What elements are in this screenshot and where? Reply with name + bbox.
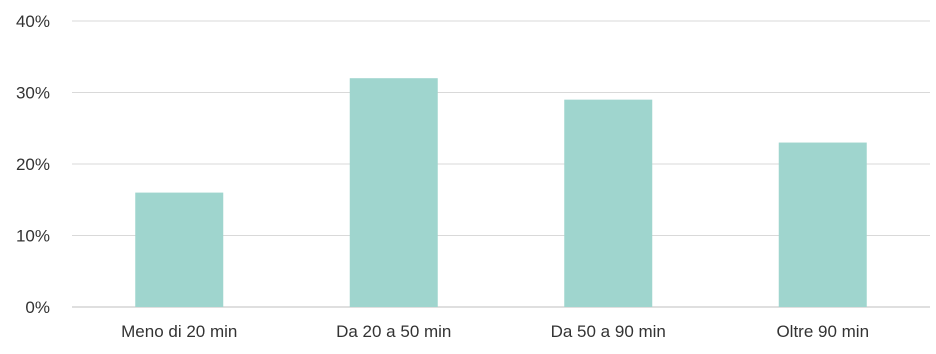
y-axis-ticks: 0% 10% 20% 30% 40% [16,12,50,317]
bar [778,142,867,307]
y-tick-label: 0% [25,298,50,317]
x-category-label: Da 50 a 90 min [551,322,666,341]
x-category-label: Meno di 20 min [121,322,237,341]
bars [135,78,867,308]
bar [135,192,224,307]
x-axis-labels: Meno di 20 min Da 20 a 50 min Da 50 a 90 m… [121,322,869,341]
y-tick-label: 10% [16,227,50,246]
y-tick-label: 30% [16,84,50,103]
bar [349,78,438,307]
bar [564,99,653,308]
x-category-label: Oltre 90 min [776,322,869,341]
y-tick-label: 40% [16,12,50,31]
x-category-label: Da 20 a 50 min [336,322,451,341]
y-tick-label: 20% [16,155,50,174]
